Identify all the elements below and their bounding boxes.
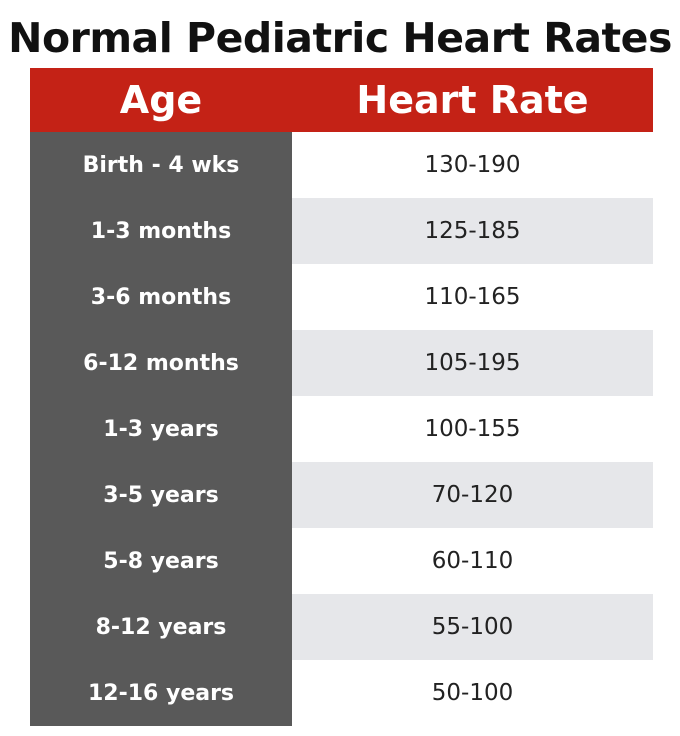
heart-rate-cell: 110-165 [292,264,653,330]
heart-rate-cell: 60-110 [292,528,653,594]
age-cell: Birth - 4 wks [30,132,292,198]
age-cell: 3-5 years [30,462,292,528]
heart-rate-cell: 50-100 [292,660,653,726]
table-row: 1-3 months 125-185 [30,198,653,264]
age-cell: 1-3 months [30,198,292,264]
heart-rate-cell: 70-120 [292,462,653,528]
age-column-header: Age [119,78,203,122]
heart-rate-cell: 105-195 [292,330,653,396]
table-row: 1-3 years 100-155 [30,396,653,462]
heart-rate-cell: 130-190 [292,132,653,198]
age-cell: 8-12 years [30,594,292,660]
table-row: 12-16 years 50-100 [30,660,653,726]
table-row: 3-5 years 70-120 [30,462,653,528]
table-row: 3-6 months 110-165 [30,264,653,330]
heart-rate-table: Age Heart Rate Birth - 4 wks 130-190 1-3… [30,68,653,726]
table-row: 6-12 months 105-195 [30,330,653,396]
heart-rate-cell: 125-185 [292,198,653,264]
heart-rate-cell: 100-155 [292,396,653,462]
table-row: 5-8 years 60-110 [30,528,653,594]
age-cell: 6-12 months [30,330,292,396]
heart-rate-column-header: Heart Rate [356,78,589,122]
heart-rate-cell: 55-100 [292,594,653,660]
table-header: Age Heart Rate [30,68,653,132]
table-row: 8-12 years 55-100 [30,594,653,660]
age-cell: 12-16 years [30,660,292,726]
age-cell: 5-8 years [30,528,292,594]
age-cell: 1-3 years [30,396,292,462]
age-cell: 3-6 months [30,264,292,330]
page-title: Normal Pediatric Heart Rates [8,14,672,62]
table-row: Birth - 4 wks 130-190 [30,132,653,198]
